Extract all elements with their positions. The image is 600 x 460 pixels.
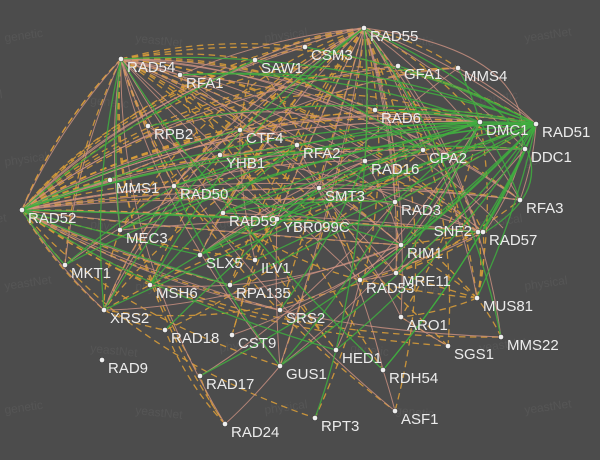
svg-text:RAD6: RAD6	[381, 110, 421, 127]
svg-text:RAD18: RAD18	[171, 330, 219, 347]
svg-text:HED1: HED1	[342, 350, 382, 367]
svg-text:RAD57: RAD57	[489, 232, 537, 249]
svg-text:RAD52: RAD52	[28, 210, 76, 227]
svg-text:RPB2: RPB2	[154, 126, 193, 143]
svg-text:SLX5: SLX5	[206, 255, 243, 272]
svg-text:CPA2: CPA2	[429, 150, 467, 167]
svg-text:GFA1: GFA1	[404, 66, 442, 83]
svg-text:RAD17: RAD17	[206, 376, 254, 393]
svg-text:RAD24: RAD24	[231, 424, 279, 441]
svg-text:YHB1: YHB1	[226, 155, 265, 172]
svg-text:RPT3: RPT3	[321, 418, 359, 435]
svg-text:MMS22: MMS22	[507, 337, 559, 354]
svg-text:MMS1: MMS1	[116, 180, 159, 197]
svg-text:MSH6: MSH6	[156, 285, 198, 302]
svg-text:SNF2: SNF2	[434, 223, 472, 240]
svg-text:RAD9: RAD9	[108, 360, 148, 377]
svg-text:RFA3: RFA3	[526, 200, 564, 217]
svg-text:MEC3: MEC3	[126, 230, 168, 247]
svg-text:SGS1: SGS1	[454, 346, 494, 363]
svg-text:ARO1: ARO1	[407, 317, 448, 334]
svg-text:XRS2: XRS2	[110, 310, 149, 327]
svg-text:ILV1: ILV1	[261, 260, 291, 277]
svg-text:SAW1: SAW1	[261, 60, 303, 77]
svg-text:MUS81: MUS81	[483, 298, 533, 315]
svg-text:RAD51: RAD51	[542, 124, 590, 141]
svg-text:RAD16: RAD16	[371, 161, 419, 178]
svg-text:RIM1: RIM1	[407, 245, 443, 262]
svg-text:RAD59: RAD59	[229, 213, 277, 230]
svg-text:DMC1: DMC1	[486, 122, 529, 139]
svg-text:RAD3: RAD3	[401, 202, 441, 219]
svg-text:RAD55: RAD55	[370, 28, 418, 45]
svg-text:GUS1: GUS1	[286, 366, 327, 383]
svg-text:RPA135: RPA135	[236, 285, 291, 302]
svg-text:RAD54: RAD54	[127, 59, 175, 76]
svg-text:CTF4: CTF4	[246, 130, 284, 147]
svg-text:MKT1: MKT1	[71, 265, 111, 282]
svg-text:RAD53: RAD53	[366, 280, 414, 297]
svg-text:RAD50: RAD50	[180, 186, 228, 203]
svg-text:YBR099C: YBR099C	[283, 219, 350, 236]
svg-text:RDH54: RDH54	[389, 370, 438, 387]
svg-text:CST9: CST9	[238, 335, 276, 352]
svg-text:DDC1: DDC1	[531, 149, 572, 166]
svg-text:RFA1: RFA1	[186, 75, 224, 92]
svg-text:SMT3: SMT3	[325, 188, 365, 205]
svg-text:MMS4: MMS4	[464, 68, 507, 85]
svg-text:ASF1: ASF1	[401, 411, 439, 428]
svg-text:CSM3: CSM3	[311, 47, 353, 64]
svg-text:RFA2: RFA2	[303, 145, 341, 162]
svg-text:SRS2: SRS2	[286, 310, 325, 327]
